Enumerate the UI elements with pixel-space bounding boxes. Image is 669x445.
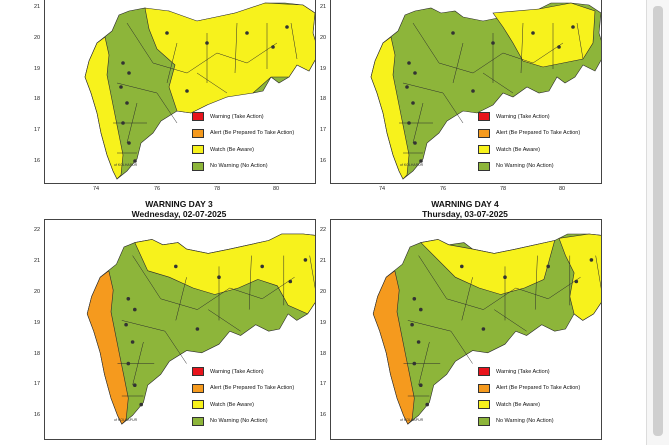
warning-date: Wednesday, 02-07-2025 — [131, 208, 227, 219]
place-label: of KOLHAPUR — [400, 163, 424, 167]
legend-swatch-red — [192, 367, 204, 376]
x-tick: 78 — [214, 186, 221, 192]
y-tick: 19 — [34, 320, 41, 326]
legend-swatch-orange — [192, 128, 204, 138]
y-tick: 19 — [320, 66, 327, 72]
maharashtra-map — [84, 2, 315, 180]
x-tick: 80 — [559, 186, 566, 192]
legend-swatch-orange — [478, 128, 490, 138]
legend-swatch-orange — [478, 383, 490, 393]
maharashtra-map — [86, 233, 315, 425]
vertical-scrollbar[interactable] — [646, 0, 669, 445]
legend-swatch-green — [192, 416, 204, 426]
y-tick: 17 — [34, 127, 41, 133]
maharashtra-map — [370, 2, 601, 180]
y-tick: 20 — [320, 289, 327, 295]
y-tick: 18 — [34, 96, 41, 102]
map-frame — [44, 219, 316, 440]
y-tick: 16 — [320, 412, 327, 418]
y-tick: 18 — [34, 351, 41, 357]
warning-day-heading: WARNING DAY 3 — [145, 199, 213, 209]
warning-day-heading: WARNING DAY 4 — [431, 199, 499, 209]
x-tick: 74 — [379, 186, 386, 192]
map-frame — [330, 0, 602, 184]
legend-swatch-red — [192, 112, 204, 121]
y-tick: 19 — [34, 66, 41, 72]
legend-swatch-green — [478, 161, 490, 171]
y-tick: 21 — [320, 4, 327, 10]
legend-swatch-green — [192, 161, 204, 171]
legend-swatch-red — [478, 112, 490, 121]
y-tick: 16 — [34, 412, 41, 418]
warning-date: Thursday, 03-07-2025 — [422, 208, 508, 219]
scrollbar-thumb[interactable] — [653, 6, 663, 436]
y-tick: 19 — [320, 320, 327, 326]
y-tick: 21 — [34, 258, 41, 264]
y-tick: 20 — [320, 35, 327, 41]
y-tick: 20 — [34, 289, 41, 295]
y-tick: 18 — [320, 96, 327, 102]
y-tick: 16 — [34, 158, 41, 164]
y-tick: 21 — [320, 258, 327, 264]
y-tick: 17 — [34, 381, 41, 387]
legend-swatch-orange — [192, 383, 204, 393]
x-tick: 76 — [440, 186, 447, 192]
y-tick: 21 — [34, 4, 41, 10]
y-tick: 17 — [320, 381, 327, 387]
y-tick: 22 — [34, 227, 41, 233]
y-tick: 16 — [320, 158, 327, 164]
panel-4-title: WARNING DAY 4 Thursday, 03-07-2025 — [330, 199, 600, 219]
maharashtra-map — [372, 233, 601, 425]
place-label: of KOLHAPUR — [400, 418, 424, 422]
legend-swatch-yellow — [192, 400, 204, 409]
legend-swatch-green — [478, 416, 490, 426]
place-label: of KOLHAPUR — [114, 163, 138, 167]
y-tick: 20 — [34, 35, 41, 41]
x-tick: 76 — [154, 186, 161, 192]
panel-3-title: WARNING DAY 3 Wednesday, 02-07-2025 — [44, 199, 314, 219]
x-tick: 78 — [500, 186, 507, 192]
legend-swatch-yellow — [192, 145, 204, 154]
x-tick: 74 — [93, 186, 100, 192]
y-tick: 18 — [320, 351, 327, 357]
legend-swatch-yellow — [478, 145, 490, 154]
legend-swatch-yellow — [478, 400, 490, 409]
y-tick: 17 — [320, 127, 327, 133]
place-label: of KOLHAPUR — [114, 418, 138, 422]
map-frame — [330, 219, 602, 440]
legend-swatch-red — [478, 367, 490, 376]
y-tick: 22 — [320, 227, 327, 233]
map-frame — [44, 0, 316, 184]
x-tick: 80 — [273, 186, 280, 192]
